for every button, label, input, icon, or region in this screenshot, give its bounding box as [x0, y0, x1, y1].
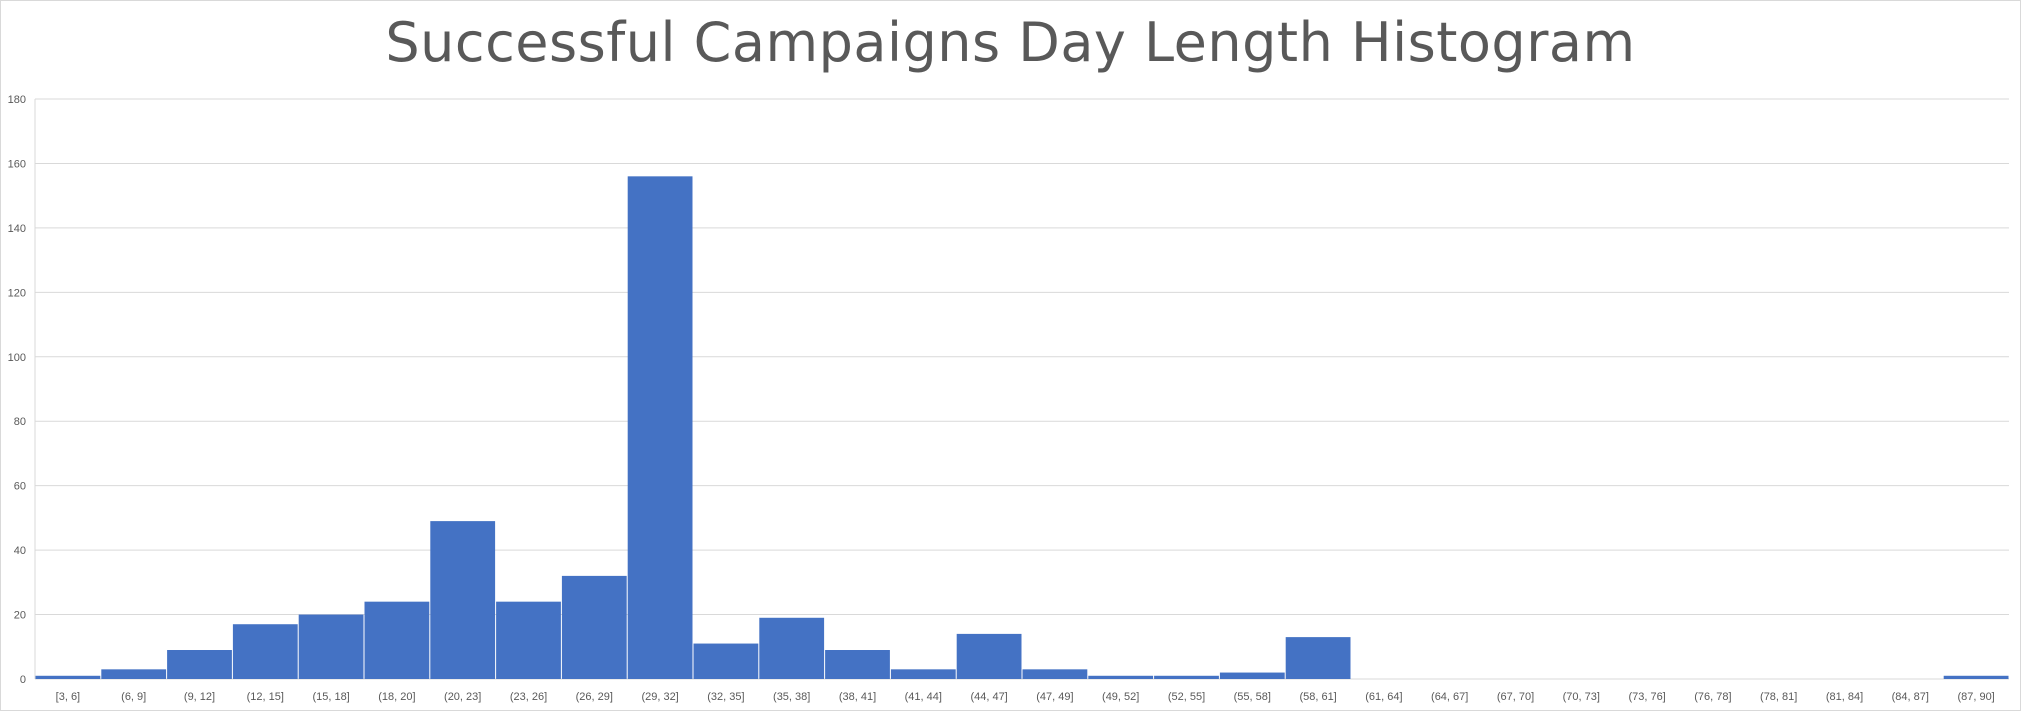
x-tick-label: (26, 29]	[576, 691, 613, 703]
x-tick-label: (35, 38]	[773, 691, 810, 703]
x-tick-label: (18, 20]	[378, 691, 415, 703]
bars	[35, 176, 2009, 680]
x-tick-label: (58, 61]	[1299, 691, 1336, 703]
y-tick-label: 80	[14, 416, 26, 428]
gridlines	[34, 98, 2009, 680]
x-tick-label: (38, 41]	[839, 691, 876, 703]
x-tick-label: (76, 78]	[1694, 691, 1731, 703]
y-tick-label: 120	[8, 287, 26, 299]
histogram-bar	[298, 614, 364, 679]
histogram-bar	[1088, 675, 1154, 679]
x-tick-label: (84, 87]	[1892, 691, 1929, 703]
histogram-bar	[627, 176, 693, 680]
y-tick-label: 60	[14, 481, 26, 493]
x-tick-label: (41, 44]	[905, 691, 942, 703]
histogram-bar	[825, 650, 890, 679]
y-tick-label: 40	[14, 545, 26, 557]
x-tick-label: (52, 55]	[1168, 691, 1205, 703]
histogram-bar	[561, 575, 627, 679]
histogram-bar	[1943, 675, 2009, 679]
histogram-bar	[430, 521, 496, 679]
x-tick-label: (78, 81]	[1760, 691, 1797, 703]
x-tick-label: (55, 58]	[1234, 691, 1271, 703]
histogram-bar	[167, 650, 232, 679]
y-tick-label: 0	[20, 674, 26, 686]
x-tick-label: (73, 76]	[1628, 691, 1665, 703]
x-axis-ticks: [3, 6] (6, 9] (9, 12] (12, 15] (15, 18] (18, …	[56, 691, 1995, 703]
histogram-bar	[759, 617, 825, 679]
x-tick-label: (29, 32]	[641, 691, 678, 703]
histogram-bar	[1022, 669, 1088, 679]
chart-title: Successful Campaigns Day Length Histogra…	[385, 11, 1636, 74]
x-tick-label: (87, 90]	[1957, 691, 1994, 703]
x-tick-label: (32, 35]	[707, 691, 744, 703]
histogram-bar	[1154, 675, 1219, 679]
x-tick-label: (49, 52]	[1102, 691, 1139, 703]
histogram-bar	[1219, 672, 1285, 679]
x-tick-label: (61, 64]	[1365, 691, 1402, 703]
y-tick-label: 140	[8, 223, 26, 235]
y-tick-label: 160	[8, 158, 26, 170]
x-tick-label: (12, 15]	[247, 691, 284, 703]
y-tick-label: 100	[8, 352, 26, 364]
x-tick-label: (81, 84]	[1826, 691, 1863, 703]
x-tick-label: (9, 12]	[184, 691, 215, 703]
y-axis-ticks: 0 20 40 60 80 100 120 140 160 180	[8, 94, 26, 686]
y-tick-label: 180	[8, 94, 26, 106]
x-tick-label: (67, 70]	[1497, 691, 1534, 703]
histogram-bar	[1285, 637, 1351, 679]
x-tick-label: [3, 6]	[56, 691, 80, 703]
x-tick-label: (6, 9]	[121, 691, 146, 703]
histogram-bar	[890, 669, 956, 679]
histogram-bar	[693, 643, 759, 679]
histogram-bar	[956, 633, 1022, 679]
x-tick-label: (20, 23]	[444, 691, 481, 703]
x-tick-label: (64, 67]	[1431, 691, 1468, 703]
x-tick-label: (70, 73]	[1563, 691, 1600, 703]
y-tick-label: 20	[14, 610, 26, 622]
histogram-bar	[101, 669, 167, 679]
x-tick-label: (23, 26]	[510, 691, 547, 703]
histogram-bar	[35, 675, 101, 679]
histogram-bar	[232, 624, 298, 679]
x-tick-label: (47, 49]	[1036, 691, 1073, 703]
x-tick-label: (44, 47]	[970, 691, 1007, 703]
histogram-bar	[496, 601, 561, 679]
x-tick-label: (15, 18]	[312, 691, 349, 703]
histogram-bar	[364, 601, 430, 679]
